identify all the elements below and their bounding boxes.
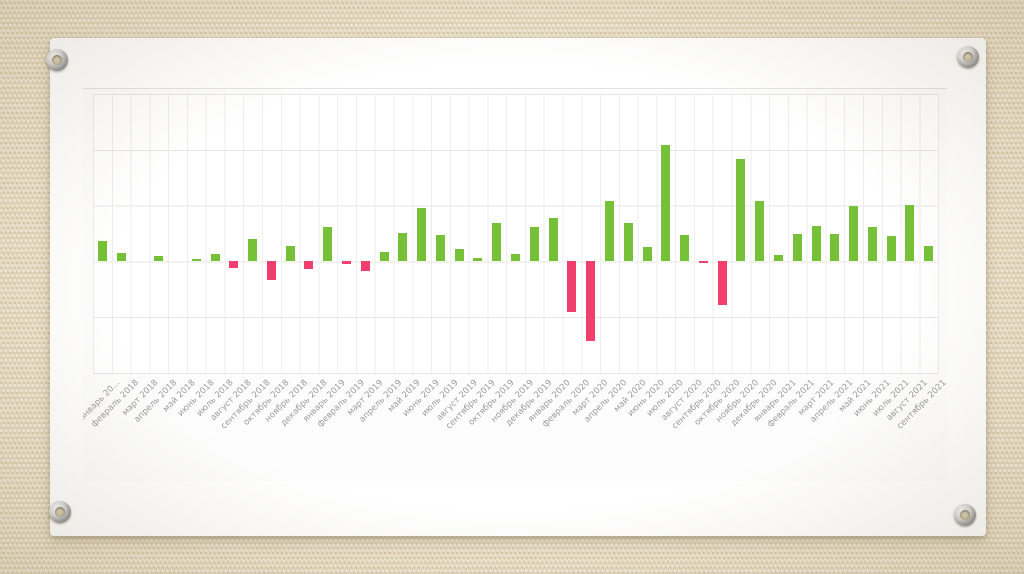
bar-profit — [867, 227, 877, 262]
bar-profit — [492, 222, 502, 262]
plot-area — [93, 94, 939, 374]
bar-loss — [304, 261, 314, 269]
slide-card: январь 20… февраль 2018 март 2018 апрель 20… — [50, 38, 986, 536]
bar-loss — [586, 261, 596, 342]
bar-loss — [698, 261, 708, 264]
bar-profit — [886, 236, 896, 262]
bar-loss — [717, 261, 727, 306]
bar-profit — [548, 217, 558, 262]
bar-profit — [473, 257, 483, 262]
bar-profit — [623, 222, 633, 262]
screw-icon — [46, 49, 68, 71]
bar-profit — [905, 204, 915, 262]
bar-profit — [116, 253, 126, 262]
bar-profit — [417, 207, 427, 262]
bar-profit — [792, 233, 802, 262]
bar-profit — [529, 226, 539, 262]
bar-profit — [454, 248, 464, 262]
bar-loss — [360, 261, 370, 272]
bar-profit — [755, 201, 765, 262]
bar-profit — [248, 238, 258, 262]
bar-profit — [604, 200, 614, 262]
bar-profit — [773, 254, 783, 262]
bar-profit — [435, 234, 445, 262]
bar-profit — [680, 234, 690, 262]
screw-icon — [957, 46, 979, 68]
bar-profit — [323, 226, 333, 262]
bar-profit — [154, 256, 164, 262]
bar-profit — [811, 226, 821, 262]
bar-profit — [398, 232, 408, 262]
bar-profit — [97, 240, 107, 262]
bar-chart: январь 20… февраль 2018 март 2018 апрель 20… — [83, 88, 947, 481]
bar-profit — [849, 206, 859, 262]
bar-loss — [342, 261, 352, 264]
bar-profit — [511, 253, 521, 262]
bar-profit — [285, 246, 295, 262]
bar-loss — [266, 261, 276, 280]
bar-profit — [191, 259, 201, 262]
bar-profit — [924, 245, 934, 262]
bar-profit — [736, 158, 746, 262]
bar-profit — [642, 246, 652, 262]
bar-profit — [661, 144, 671, 262]
bar-loss — [229, 261, 239, 269]
screw-icon — [954, 504, 976, 526]
bar-loss — [567, 261, 577, 312]
screw-icon — [49, 501, 71, 523]
bar-profit — [379, 251, 389, 262]
bar-profit — [210, 254, 220, 262]
bar-profit — [830, 233, 840, 262]
